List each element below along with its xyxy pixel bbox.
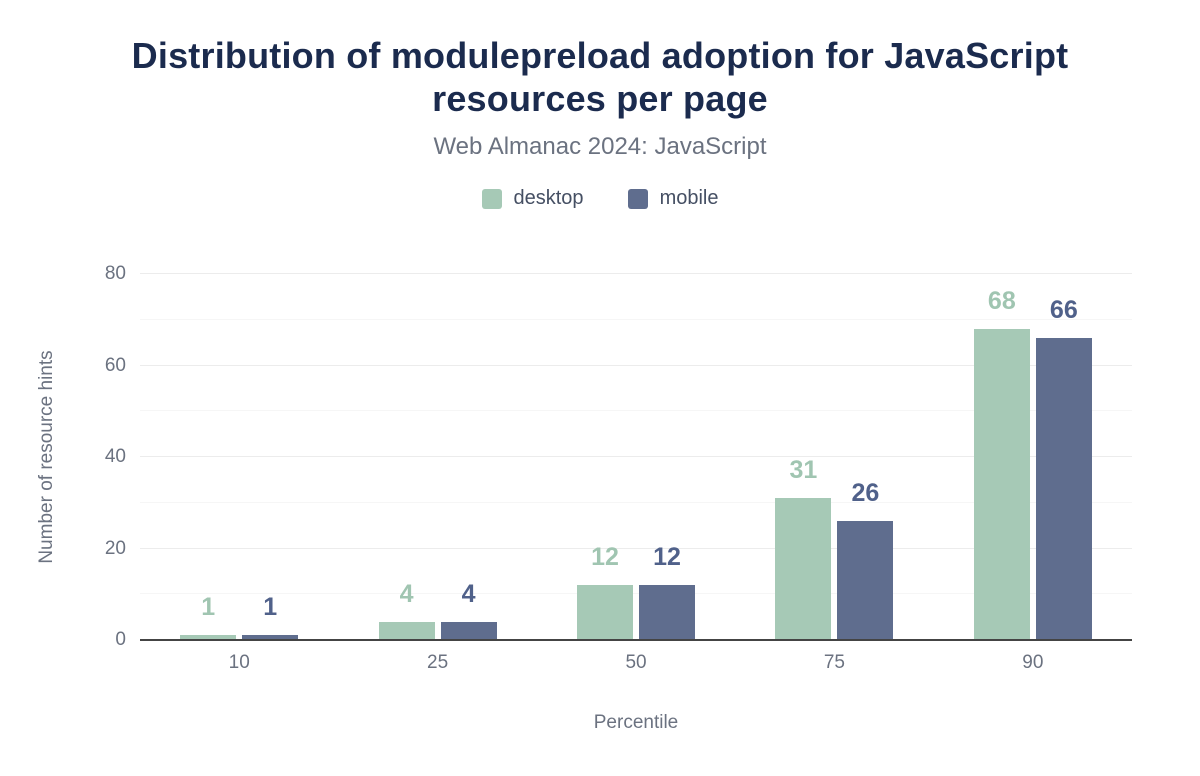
gridline-major — [140, 456, 1132, 457]
bar-value-label-desktop: 31 — [789, 456, 818, 485]
y-tick-label: 0 — [115, 629, 126, 650]
bar-mobile — [440, 621, 497, 640]
gridline-major — [140, 547, 1132, 549]
chart-card: Distribution of modulepreload adoption f… — [0, 34, 1200, 776]
bar-group-slot: 31 26 — [735, 274, 933, 640]
gridline-minor — [140, 501, 1132, 503]
bar-mobile — [837, 521, 894, 640]
bar-column-desktop: 4 — [378, 274, 435, 640]
bar-group-slot: 12 12 — [537, 274, 735, 640]
bar-column-mobile: 12 — [639, 274, 696, 640]
bar-mobile — [242, 635, 299, 640]
bar-group-50: 12 12 — [577, 274, 696, 640]
y-axis-title: Number of resource hints — [36, 350, 57, 564]
gridline-major — [140, 364, 1132, 366]
gridline-minor — [140, 593, 1132, 595]
bar-mobile — [639, 585, 696, 640]
bar-column-mobile: 26 — [837, 274, 894, 640]
bar-column-mobile: 4 — [440, 274, 497, 640]
gridline-major — [140, 273, 1132, 274]
y-tick-label: 80 — [104, 263, 126, 284]
x-tick-label: 10 — [228, 652, 250, 673]
y-tick-label: 60 — [104, 354, 126, 376]
x-tick-label: 90 — [1022, 652, 1044, 673]
y-axis-tick-labels: 0 20 40 60 80 — [66, 263, 126, 650]
bar-value-label-mobile: 66 — [1049, 296, 1078, 325]
x-axis-line — [140, 639, 1132, 641]
plot-area: 0 20 40 60 80 1 1 4 4 12 12 31 26 68 66 — [105, 263, 1132, 650]
bar-groups: 1 1 4 4 12 12 31 26 68 66 — [140, 274, 1132, 640]
bar-value-label-desktop: 1 — [201, 593, 216, 622]
legend-item-mobile: mobile — [627, 187, 719, 210]
bar-column-mobile: 66 — [1035, 274, 1092, 640]
bar-column-desktop: 12 — [577, 274, 634, 640]
bar-group-90: 68 66 — [973, 274, 1092, 640]
bar-desktop — [180, 635, 237, 640]
bar-value-label-mobile: 1 — [263, 593, 278, 622]
x-axis-title: Percentile — [593, 712, 679, 733]
bar-value-label-desktop: 12 — [591, 543, 619, 572]
legend-item-desktop: desktop — [481, 187, 584, 210]
legend-label-desktop: desktop — [513, 187, 584, 210]
bar-desktop — [775, 498, 832, 640]
bar-value-label-mobile: 12 — [653, 543, 681, 572]
legend: desktop mobile — [0, 187, 1200, 210]
x-tick-label: 50 — [625, 652, 647, 673]
bar-value-label-desktop: 68 — [987, 286, 1016, 315]
y-tick-label: 20 — [104, 537, 126, 559]
bar-value-label-mobile: 4 — [461, 579, 476, 608]
bar-mobile — [1035, 338, 1092, 640]
bar-desktop — [378, 621, 435, 640]
bar-group-slot: 68 66 — [934, 274, 1132, 640]
bar-group-75: 31 26 — [775, 274, 894, 640]
bar-column-desktop: 31 — [775, 274, 832, 640]
bar-column-desktop: 1 — [180, 274, 237, 640]
chart-subtitle: Web Almanac 2024: JavaScript — [433, 133, 767, 161]
bar-value-label-mobile: 26 — [851, 479, 880, 508]
x-tick-label: 25 — [427, 652, 449, 673]
mobile-swatch — [627, 188, 648, 209]
desktop-swatch — [481, 188, 502, 209]
y-tick-label: 40 — [104, 446, 126, 467]
x-tick-label: 75 — [823, 652, 845, 673]
bar-value-label-desktop: 4 — [399, 579, 414, 608]
chart-title: Distribution of modulepreload adoption f… — [131, 35, 1069, 120]
x-axis-tick-labels: 10 25 50 75 90 — [140, 652, 1132, 674]
bar-desktop — [577, 585, 634, 640]
bar-desktop — [973, 328, 1030, 640]
bar-column-desktop: 68 — [973, 274, 1030, 640]
gridline-minor — [140, 318, 1132, 320]
legend-label-mobile: mobile — [659, 187, 719, 210]
bar-column-mobile: 1 — [242, 274, 299, 640]
gridline-minor — [140, 410, 1132, 412]
